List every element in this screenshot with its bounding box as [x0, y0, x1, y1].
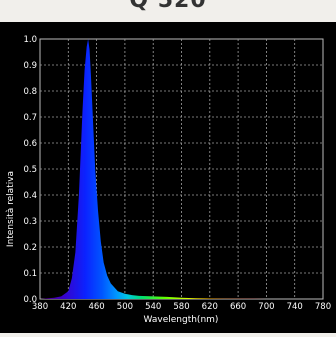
x-tick-label: 380 [32, 302, 48, 312]
y-tick-label: 0.9 [23, 61, 37, 71]
x-tick-label: 700 [258, 302, 274, 312]
y-tick-label: 0.1 [23, 269, 37, 279]
x-tick-label: 780 [315, 302, 331, 312]
y-tick-label: 1.0 [23, 35, 37, 45]
y-tick-label: 0.3 [23, 217, 37, 227]
x-tick-label: 580 [173, 302, 189, 312]
y-tick-label: 0.8 [23, 87, 37, 97]
x-tick-label: 620 [202, 302, 218, 312]
y-axis-label: Intensità relativa [6, 171, 16, 247]
grid [40, 39, 323, 299]
y-tick-label: 0.2 [23, 243, 37, 253]
y-axis-ticks: 0.0 0.1 0.2 0.3 0.4 0.5 0.6 0.7 0.8 0.9 1.0 [23, 35, 37, 305]
y-tick-label: 0.5 [23, 165, 37, 175]
x-tick-label: 740 [287, 302, 303, 312]
x-tick-label: 660 [230, 302, 246, 312]
x-axis-ticks: 380 420 460 500 540 580 620 660 700 740 780 [32, 302, 331, 312]
y-tick-label: 0.6 [23, 139, 37, 149]
y-tick-label: 0.7 [23, 113, 37, 123]
x-tick-label: 540 [145, 302, 161, 312]
chart-svg: 0.0 0.1 0.2 0.3 0.4 0.5 0.6 0.7 0.8 0.9 1.0 380 420… [6, 35, 331, 325]
y-tick-label: 0.0 [23, 295, 37, 305]
spectrum-chart: 0.0 0.1 0.2 0.3 0.4 0.5 0.6 0.7 0.8 0.9 1.0 380 420… [0, 22, 336, 333]
header-text: Q 520 [129, 0, 207, 13]
x-tick-label: 500 [117, 302, 133, 312]
x-tick-label: 460 [88, 302, 104, 312]
x-axis-label: Wavelength(nm) [144, 315, 219, 325]
y-tick-label: 0.4 [23, 191, 37, 201]
x-tick-label: 420 [60, 302, 76, 312]
